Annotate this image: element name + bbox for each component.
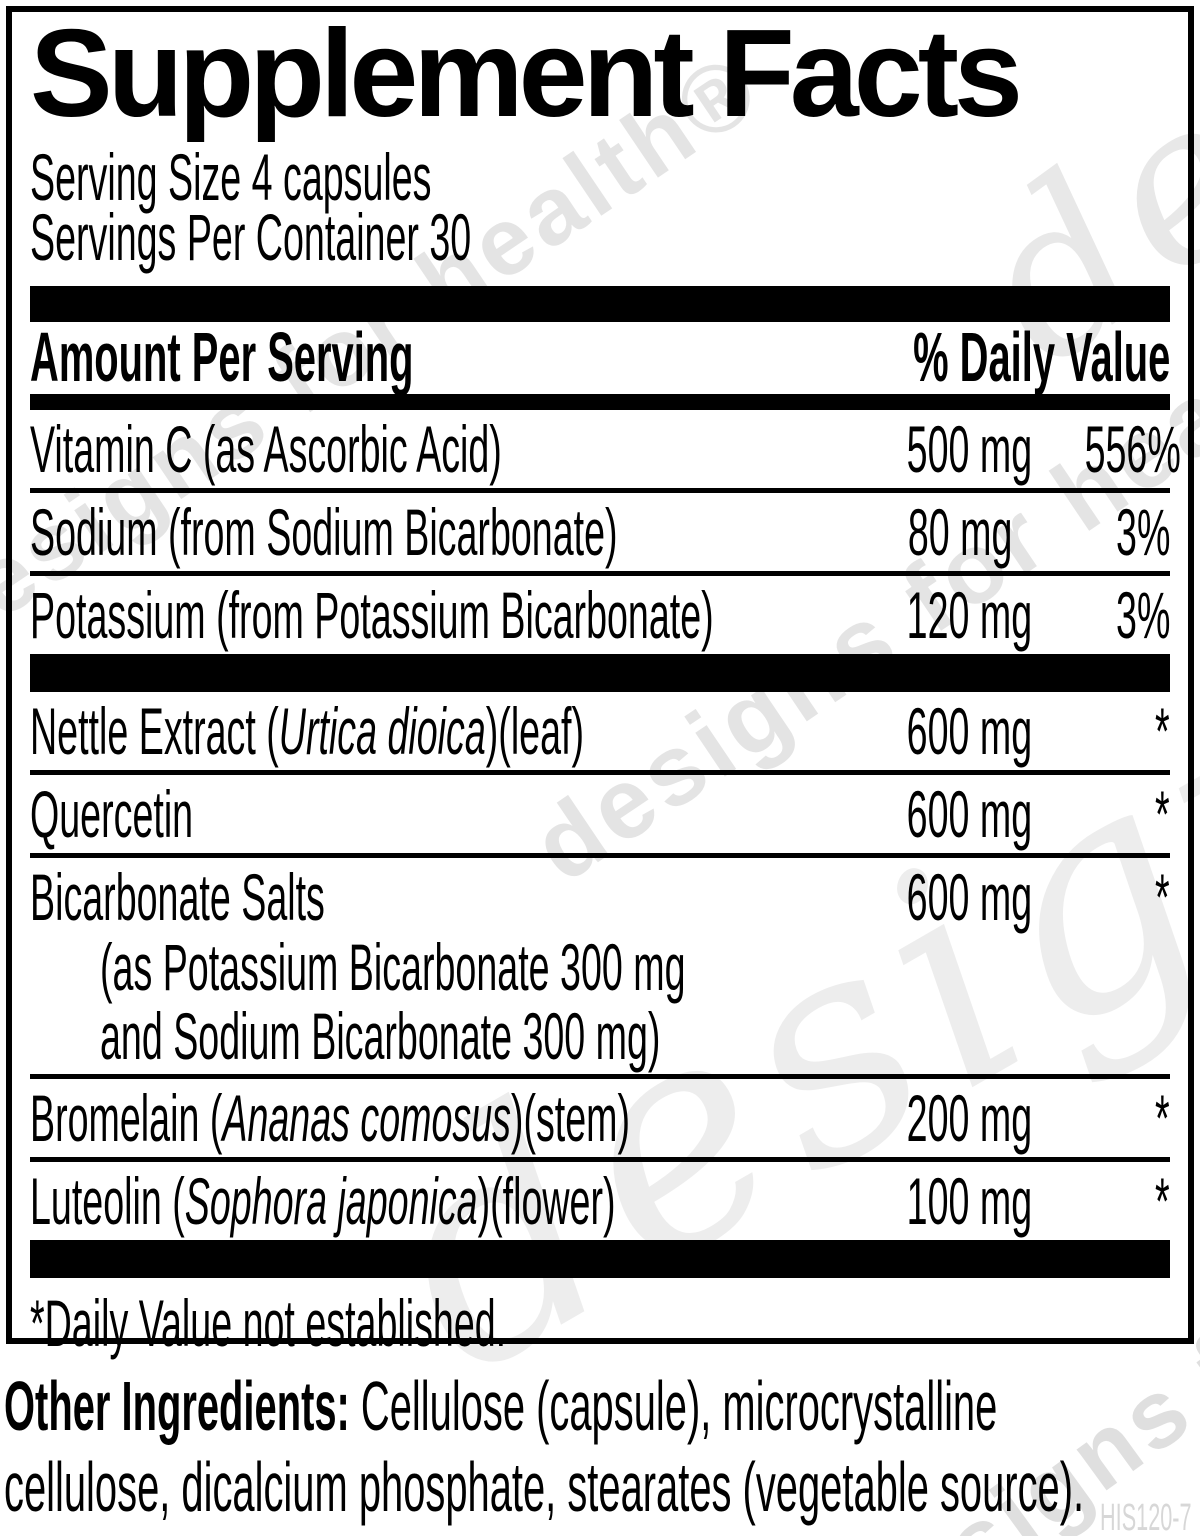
other-ingredients: Other Ingredients: Cellulose (capsule), … [4, 1366, 1200, 1528]
daily-value-footnote-text: *Daily Value not established. [30, 1286, 507, 1360]
ingredient-row: Luteolin (Sophora japonica)(flower) 100 … [30, 1162, 1170, 1240]
other-ingredients-text: cellulose, dicalcium phosphate, stearate… [4, 1448, 1085, 1526]
ingredient-daily-value: 556% [1084, 412, 1181, 486]
other-ingredients-label: Other Ingredients: [4, 1367, 350, 1445]
other-ingredients-line: Other Ingredients: Cellulose (capsule), … [4, 1366, 1200, 1447]
servings-per-container-text: Servings Per Container 30 [30, 200, 472, 274]
ingredient-daily-value: * [1155, 1164, 1170, 1238]
supplement-facts-panel: Supplement Facts Serving Size 4 capsules… [6, 5, 1194, 1358]
ingredient-daily-value: 3% [1115, 495, 1170, 569]
ingredient-amount: 500 mg [906, 412, 1033, 486]
divider-bar-thick [30, 286, 1170, 322]
ingredient-name: Potassium (from Potassium Bicarbonate) [30, 578, 714, 652]
divider-bar-thick [30, 654, 1170, 692]
ingredient-row: Bromelain (Ananas comosus)(stem) 200 mg … [30, 1079, 1170, 1162]
ingredient-daily-value: 3% [1115, 578, 1170, 652]
ingredient-name: Quercetin [30, 777, 194, 851]
other-ingredients-line: cellulose, dicalcium phosphate, stearate… [4, 1447, 1200, 1528]
ingredient-amount: 120 mg [906, 578, 1033, 652]
column-header-daily-value: % Daily Value [719, 318, 1170, 396]
column-header-daily-value-text: % Daily Value [912, 318, 1170, 396]
ingredient-name: Vitamin C (as Ascorbic Acid) [30, 412, 502, 486]
ingredient-name: Nettle Extract (Urtica dioica)(leaf) [30, 694, 585, 768]
product-code: HIS120-7 [1031, 1498, 1192, 1538]
table-header: Amount Per Serving % Daily Value [30, 318, 1170, 396]
daily-value-footnote: *Daily Value not established. [30, 1278, 1170, 1358]
ingredient-amount: 100 mg [906, 1164, 1033, 1238]
product-code-text: HIS120-7 [1100, 1497, 1192, 1539]
servings-per-container: Servings Per Container 30 [30, 200, 1170, 274]
ingredient-amount: 80 mg [907, 495, 1012, 569]
ingredient-name: Bromelain (Ananas comosus)(stem) [30, 1081, 631, 1155]
ingredient-amount: 600 mg [906, 694, 1033, 768]
column-header-amount: Amount Per Serving [30, 318, 719, 396]
ingredient-row: Sodium (from Sodium Bicarbonate) 80 mg 3… [30, 493, 1170, 576]
nutrients-section: Vitamin C (as Ascorbic Acid) 500 mg 556%… [30, 410, 1181, 654]
botanicals-section: Nettle Extract (Urtica dioica)(leaf) 600… [30, 692, 1170, 1240]
ingredient-name: Luteolin (Sophora japonica)(flower) [30, 1164, 616, 1238]
divider-bar-medium [30, 394, 1170, 410]
divider-bar-thick [30, 1240, 1170, 1278]
column-header-amount-text: Amount Per Serving [30, 318, 414, 396]
ingredient-subnote: and Sodium Bicarbonate 300 mg) [100, 999, 661, 1073]
ingredient-name: Bicarbonate Salts [30, 860, 325, 934]
ingredient-subnote: (as Potassium Bicarbonate 300 mg [100, 930, 686, 1004]
ingredient-row: Bicarbonate Salts 600 mg * (as Potassium… [30, 858, 1170, 1079]
ingredient-row: Potassium (from Potassium Bicarbonate) 1… [30, 576, 1170, 654]
ingredient-row: Quercetin 600 mg * [30, 775, 1170, 858]
ingredient-amount: 600 mg [906, 777, 1033, 851]
ingredient-daily-value: * [1155, 1081, 1170, 1155]
panel-title: Supplement Facts [30, 5, 1023, 143]
serving-size: Serving Size 4 capsules [30, 140, 1170, 214]
ingredient-daily-value: * [1155, 777, 1170, 851]
ingredient-daily-value: * [1155, 860, 1170, 934]
serving-size-text: Serving Size 4 capsules [30, 140, 432, 214]
other-ingredients-text: Cellulose (capsule), microcrystalline [349, 1367, 998, 1445]
ingredient-row: Vitamin C (as Ascorbic Acid) 500 mg 556% [30, 410, 1181, 493]
ingredient-amount: 200 mg [906, 1081, 1033, 1155]
ingredient-row: Nettle Extract (Urtica dioica)(leaf) 600… [30, 692, 1170, 775]
ingredient-amount: 600 mg [906, 860, 1033, 934]
ingredient-daily-value: * [1155, 694, 1170, 768]
ingredient-name: Sodium (from Sodium Bicarbonate) [30, 495, 618, 569]
